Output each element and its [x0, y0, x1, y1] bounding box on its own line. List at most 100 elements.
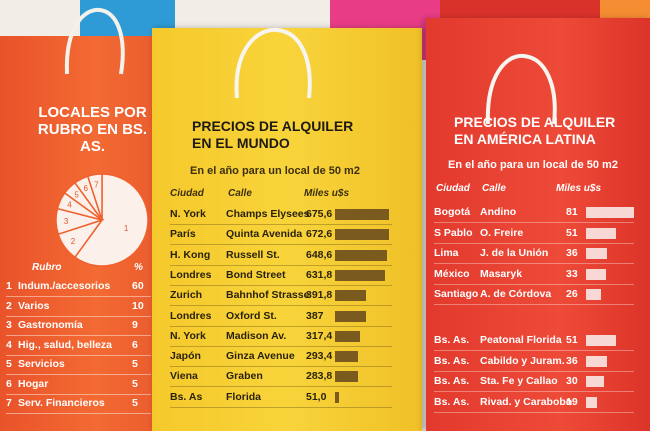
rubro-row-divider	[6, 315, 151, 317]
mundo-calle: Ginza Avenue	[226, 350, 295, 363]
latam-row-divider	[434, 411, 634, 413]
latam-row-divider	[434, 283, 634, 285]
latam-title-line1: PRECIOS DE ALQUILER	[454, 114, 616, 130]
mundo-ciudad: París	[170, 228, 196, 241]
latam-row: México Masaryk 33	[434, 268, 644, 288]
mundo-valor: 387	[306, 309, 324, 322]
mundo-row: N. York Champs Elysees 675,6	[170, 208, 410, 228]
latam-miles-header: Miles u$s	[556, 183, 602, 194]
bag-handle-icon	[234, 27, 312, 99]
rubro-row: 1 Indum./accesorios 60	[6, 280, 151, 300]
latam-ciudad: Bs. As.	[434, 395, 470, 408]
rubro-row: 5 Servicios 5	[6, 358, 151, 378]
latam-ciudad: Bs. As.	[434, 334, 470, 346]
latam-row-divider	[434, 370, 634, 372]
rubro-row: 3 Gastronomía 9	[6, 319, 151, 339]
latam-row-divider	[434, 391, 634, 392]
latam-ciudad: Bs. As.	[434, 354, 470, 367]
mundo-row-divider	[170, 284, 392, 286]
mundo-bar	[335, 209, 389, 220]
latam-valor: 33	[566, 267, 578, 280]
latam-row: Bs. As. Peatonal Florida 51	[434, 334, 644, 354]
rubro-title-line2: RUBRO EN BS. AS.	[37, 121, 148, 155]
mundo-valor: 631,8	[306, 268, 333, 281]
mundo-calle: Bond Street	[226, 268, 286, 281]
latam-row: Bogotá Andino 81	[434, 206, 644, 226]
latam-valor: 36	[566, 247, 578, 259]
mundo-calle: Oxford St.	[226, 309, 277, 322]
rubro-pie-chart: 1 2 3 456 7	[55, 173, 149, 267]
mundo-row-divider	[170, 264, 392, 266]
mundo-calle: Florida	[226, 390, 262, 403]
mundo-row-divider	[170, 345, 392, 347]
mundo-valor: 648,6	[306, 248, 333, 261]
pie-label-5: 5	[74, 191, 79, 200]
latam-ciudad: Lima	[434, 247, 459, 259]
latam-bar	[586, 207, 634, 218]
pie-label-6: 6	[83, 184, 88, 193]
mundo-row: N. York Madison Av. 317,4	[170, 330, 410, 350]
latam-row-divider	[434, 222, 634, 223]
rubro-num: 7	[6, 397, 12, 409]
mundo-row-divider	[170, 366, 392, 368]
latam-row-divider	[434, 263, 634, 264]
mundo-ciudad: Zurich	[170, 289, 203, 302]
rubro-row: 2 Varios 10	[6, 300, 151, 320]
latam-calle: Andino	[480, 206, 517, 218]
mundo-calle: Champs Elysees	[226, 208, 310, 220]
mundo-valor: 391,8	[306, 289, 333, 302]
mundo-ciudad-header: Ciudad	[170, 188, 204, 199]
bag-precios-latam: PRECIOS DE ALQUILER EN AMÉRICA LATINA En…	[426, 18, 650, 431]
latam-calle: Sta. Fe y Callao	[480, 375, 558, 387]
latam-valor: 36	[566, 354, 578, 367]
pie-slice-7	[86, 173, 103, 221]
rubro-pct: 5	[132, 358, 138, 370]
mundo-calle: Madison Av.	[226, 329, 287, 342]
rubro-row-divider	[6, 335, 151, 336]
latam-ciudad: Bs. As.	[434, 375, 470, 387]
mundo-valor: 293,4	[306, 350, 333, 363]
mundo-ciudad: Bs. As	[170, 390, 203, 403]
mundo-ciudad: H. Kong	[170, 248, 211, 261]
rubro-row-divider	[6, 393, 151, 395]
latam-calle: Rivad. y Carabobo	[480, 395, 573, 408]
mundo-valor: 317,4	[306, 329, 333, 342]
mundo-bar	[335, 330, 361, 342]
rubro-title-line1: LOCALES POR	[38, 104, 147, 121]
mundo-bar	[335, 229, 389, 241]
mundo-row: Bs. As Florida 51,0	[170, 391, 410, 411]
latam-valor: 19	[566, 395, 578, 408]
rubro-name: Indum./accesorios	[18, 280, 111, 292]
latam-calle: Peatonal Florida	[480, 334, 562, 346]
latam-bar	[586, 376, 604, 387]
latam-bar	[586, 289, 602, 300]
latam-calle: A. de Córdova	[480, 288, 552, 300]
mundo-row-divider	[170, 305, 392, 307]
mundo-calle: Russell St.	[226, 248, 280, 261]
mundo-valor: 283,8	[306, 370, 333, 383]
mundo-calle: Bahnhof Strasse	[226, 289, 310, 302]
latam-ciudad: México	[434, 267, 470, 280]
rubro-row: 4 Hig., salud, belleza 6	[6, 339, 151, 359]
latam-valor: 51	[566, 226, 578, 239]
pie-label-1: 1	[124, 224, 129, 233]
latam-row: Lima J. de la Unión 36	[434, 247, 644, 267]
rubro-row: 7 Serv. Financieros 5	[6, 397, 151, 417]
latam-row: Bs. As. Cabildo y Juram. 36	[434, 355, 644, 375]
mundo-bar	[335, 290, 367, 302]
mundo-bar	[335, 371, 358, 383]
rubro-name: Gastronomía	[18, 319, 83, 331]
latam-valor: 30	[566, 375, 578, 387]
latam-ciudad: Santiago	[434, 288, 479, 300]
latam-bar	[586, 335, 617, 346]
latam-row-divider	[434, 350, 634, 351]
latam-calle: Cabildo y Juram.	[480, 354, 565, 367]
latam-ciudad: S Pablo	[434, 226, 473, 239]
pie-label-2: 2	[71, 237, 76, 246]
pie-label-3: 3	[64, 217, 69, 226]
rubro-row-divider	[6, 374, 151, 375]
pie-slice-1	[73, 173, 149, 267]
mundo-ciudad: Japón	[170, 350, 201, 363]
latam-bar	[586, 227, 617, 239]
latam-bar	[586, 268, 606, 280]
